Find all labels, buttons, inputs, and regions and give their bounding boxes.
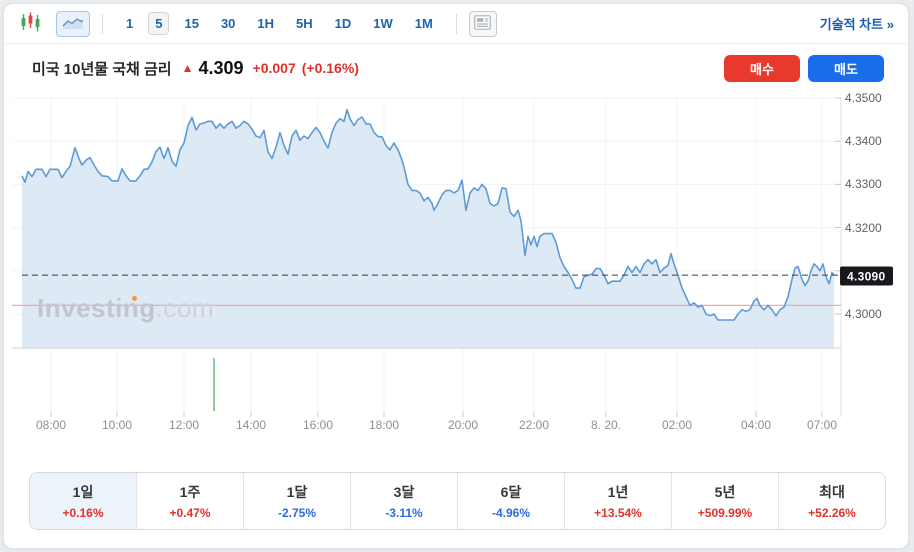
chart-widget-card: 1 5 15 30 1H 5H 1D 1W 1M 기술적 차트 » 미국 xyxy=(3,3,909,549)
x-axis-label: 8. 20. xyxy=(591,418,621,432)
price-up-arrow-icon: ▲ xyxy=(181,61,194,75)
instrument-header: 미국 10년물 국채 금리 ▲ 4.309 +0.007 (+0.16%) 매수… xyxy=(4,44,908,90)
watermark-orange-dot xyxy=(132,296,137,301)
tab-1day[interactable]: 1일 +0.16% xyxy=(30,473,136,529)
news-panel-button[interactable] xyxy=(468,10,497,37)
interval-1min[interactable]: 1 xyxy=(119,12,140,35)
price-line xyxy=(21,108,835,321)
y-axis-label: 4.3400 xyxy=(845,134,882,149)
tab-1week[interactable]: 1주 +0.47% xyxy=(136,473,243,529)
tab-1year[interactable]: 1년 +13.54% xyxy=(564,473,671,529)
price-area xyxy=(22,109,834,348)
instrument-title: 미국 10년물 국채 금리 xyxy=(32,60,172,78)
area-chart-button[interactable] xyxy=(56,10,90,37)
x-axis-label: 18:00 xyxy=(369,418,399,432)
area-chart-icon xyxy=(62,15,84,33)
interval-30min[interactable]: 30 xyxy=(214,12,242,35)
interval-1month[interactable]: 1M xyxy=(408,12,440,35)
interval-1day[interactable]: 1D xyxy=(328,12,359,35)
tab-5year[interactable]: 5년 +509.99% xyxy=(671,473,778,529)
y-axis-label: 4.3200 xyxy=(845,220,882,235)
toolbar-divider xyxy=(455,13,457,34)
candlestick-chart-button[interactable] xyxy=(16,9,46,38)
x-axis-label: 20:00 xyxy=(448,418,478,432)
price-change: +0.007 xyxy=(252,60,296,76)
sell-button[interactable]: 매도 xyxy=(808,54,884,82)
buy-button[interactable]: 매수 xyxy=(724,54,800,82)
investing-watermark: Investing.com xyxy=(37,293,214,323)
toolbar-divider xyxy=(102,13,103,34)
range-tabs: 1일 +0.16% 1주 +0.47% 1달 -2.75% 3달 -3.11% 6달 -4… xyxy=(29,472,886,530)
x-axis-label: 02:00 xyxy=(662,418,692,432)
x-axis-label: 04:00 xyxy=(741,418,771,432)
y-axis-label: 4.3000 xyxy=(845,307,882,321)
candlestick-icon xyxy=(20,11,42,36)
interval-1week[interactable]: 1W xyxy=(366,12,400,35)
technical-chart-link[interactable]: 기술적 차트 » xyxy=(819,17,894,32)
last-price: 4.309 xyxy=(198,57,244,78)
current-price-badge: 4.3090 xyxy=(840,266,893,286)
x-axis-label: 16:00 xyxy=(303,418,333,432)
tab-1month[interactable]: 1달 -2.75% xyxy=(243,473,350,529)
x-axis-label: 07:00 xyxy=(807,418,837,432)
price-chart-svg: 08:00 10:00 12:00 14:00 16:00 18:00 20:00 22:00… xyxy=(12,97,847,432)
chart-toolbar: 1 5 15 30 1H 5H 1D 1W 1M 기술적 차트 » xyxy=(4,4,908,44)
interval-5min[interactable]: 5 xyxy=(148,12,170,35)
tab-3month[interactable]: 3달 -3.11% xyxy=(350,473,457,529)
x-axis-label: 14:00 xyxy=(236,418,266,432)
interval-15min[interactable]: 15 xyxy=(177,12,205,35)
news-panel-icon xyxy=(474,14,492,33)
tab-max[interactable]: 최대 +52.26% xyxy=(778,473,885,529)
chart-area[interactable]: 08:00 10:00 12:00 14:00 16:00 18:00 20:00 22:00… xyxy=(4,90,908,462)
x-axis-label: 22:00 xyxy=(519,418,549,432)
x-axis-label: 12:00 xyxy=(169,418,199,432)
interval-1hour[interactable]: 1H xyxy=(250,12,281,35)
interval-5hour[interactable]: 5H xyxy=(289,12,320,35)
y-axis-label: 4.3500 xyxy=(845,91,882,105)
x-axis-label: 10:00 xyxy=(102,418,132,432)
tab-6month[interactable]: 6달 -4.96% xyxy=(457,473,564,529)
y-axis-label: 4.3300 xyxy=(845,177,882,192)
x-axis-label: 08:00 xyxy=(36,418,66,432)
price-change-percent: (+0.16%) xyxy=(301,60,359,76)
